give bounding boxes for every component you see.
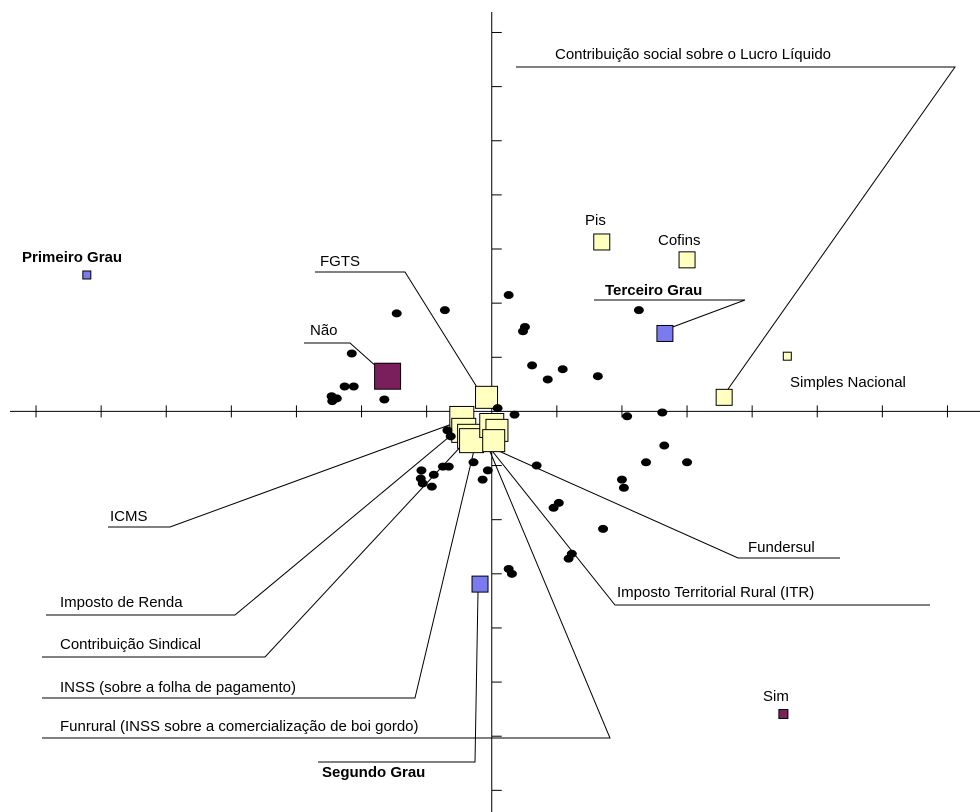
observation-point [426, 482, 437, 491]
observation-point [616, 475, 627, 484]
point-label: Simples Nacional [790, 374, 906, 391]
point-label: Terceiro Grau [605, 282, 702, 299]
observation-point [527, 361, 538, 370]
observation-point [592, 372, 603, 381]
observation-point [618, 483, 629, 492]
leader-line [318, 591, 479, 763]
category-point [475, 385, 499, 409]
observation-point [339, 382, 350, 391]
category-point [715, 388, 733, 406]
observation-point [492, 404, 503, 413]
observation-point [331, 394, 342, 403]
point-label: FGTS [320, 253, 360, 270]
leader-line [488, 446, 930, 606]
point-label: Fundersul [748, 539, 815, 556]
category-point [593, 233, 611, 251]
observation-point [641, 458, 652, 467]
category-point [82, 270, 92, 280]
point-label: Segundo Grau [322, 764, 425, 781]
observation-point [417, 479, 428, 488]
observation-point [633, 306, 644, 315]
leader-line [108, 423, 453, 528]
point-label: Funrural (INSS sobre a comercialização d… [60, 718, 419, 735]
category-point [471, 575, 489, 593]
observation-point [548, 503, 559, 512]
leader-line [315, 271, 481, 393]
category-point [656, 324, 674, 342]
observation-point [517, 327, 528, 336]
leader-line [491, 447, 840, 559]
observation-point [682, 458, 693, 467]
point-label: Cofins [658, 232, 701, 249]
category-point [678, 251, 696, 269]
observation-point [557, 365, 568, 374]
observation-point [622, 412, 633, 421]
observation-point [346, 349, 357, 358]
observation-point [379, 395, 390, 404]
category-point [782, 351, 792, 361]
observation-point [468, 458, 479, 467]
observation-point [482, 466, 493, 475]
observation-point [348, 382, 359, 391]
category-point [778, 709, 789, 720]
observation-point [391, 309, 402, 318]
observation-point [503, 291, 514, 300]
observation-point [531, 461, 542, 470]
observation-point [442, 426, 453, 435]
observation-point [659, 441, 670, 450]
point-label: Sim [763, 688, 789, 705]
point-label: Contribuição social sobre o Lucro Líquid… [555, 46, 831, 63]
observation-point [563, 554, 574, 563]
observation-point [542, 375, 553, 384]
observation-point [477, 475, 488, 484]
observation-point [506, 569, 517, 578]
point-label: Imposto Territorial Rural (ITR) [617, 584, 814, 601]
category-point [482, 429, 506, 453]
leader-line [46, 431, 456, 616]
observation-point [443, 462, 454, 471]
point-label: Contribuição Sindical [60, 636, 201, 653]
point-label: Pis [585, 212, 606, 229]
point-label: ICMS [110, 508, 148, 525]
point-label: Primeiro Grau [22, 249, 122, 266]
leader-line [42, 441, 466, 658]
observation-point [657, 408, 668, 417]
observation-point [598, 524, 609, 533]
observation-point [416, 466, 427, 475]
observation-point [439, 306, 450, 315]
leader-line [594, 299, 746, 329]
point-label: INSS (sobre a folha de pagamento) [60, 679, 296, 696]
observation-point [509, 410, 520, 419]
point-label: Imposto de Renda [60, 594, 183, 611]
point-label: Não [310, 322, 338, 339]
leader-line [42, 441, 611, 739]
leader-line [516, 66, 956, 393]
leader-line [42, 445, 476, 699]
observation-point [445, 432, 456, 441]
leader-line [304, 342, 379, 369]
observation-point [428, 470, 439, 479]
category-point [374, 362, 402, 390]
